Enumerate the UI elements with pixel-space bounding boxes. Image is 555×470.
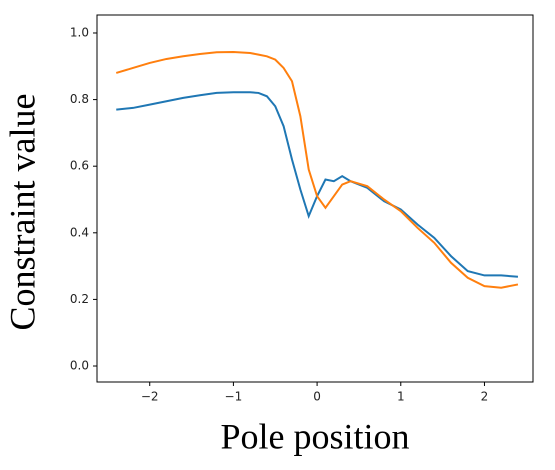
line-series xyxy=(116,91,519,278)
x-tick-label: 2 xyxy=(481,390,489,404)
plot-frame xyxy=(96,14,534,383)
y-tick-label: 0.4 xyxy=(70,225,89,239)
x-tick-label: −2 xyxy=(141,390,159,404)
x-tick-label: 1 xyxy=(397,390,405,404)
y-tick-label: 1.0 xyxy=(70,25,89,39)
line-series xyxy=(115,50,519,289)
x-tick-label: 0 xyxy=(313,390,321,404)
y-axis-label: Constraint value xyxy=(2,94,42,331)
x-axis-label: Pole position xyxy=(220,416,409,456)
y-tick-label: 0.6 xyxy=(70,159,89,173)
y-tick-label: 0.8 xyxy=(70,92,89,106)
y-tick-label: 0.2 xyxy=(70,292,89,306)
y-tick-label: 0.0 xyxy=(70,359,89,373)
x-tick-label: −1 xyxy=(225,390,243,404)
